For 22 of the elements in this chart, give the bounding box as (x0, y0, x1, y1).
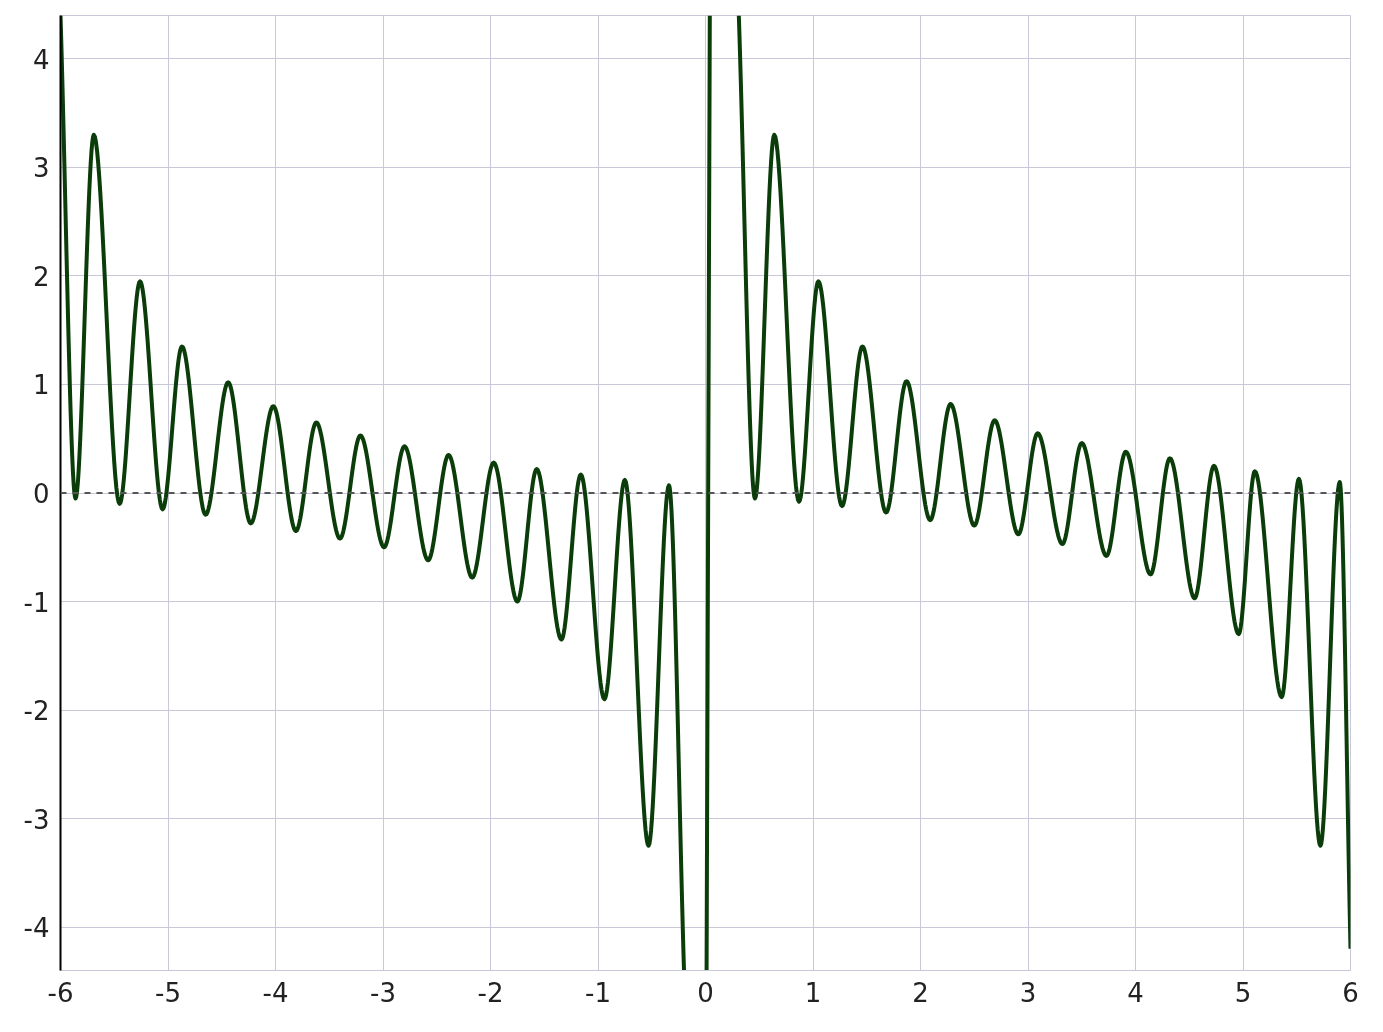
y-tick-label: -1 (23, 587, 50, 618)
x-tick-label: -3 (370, 977, 396, 1008)
x-tick-label: 6 (1342, 977, 1359, 1008)
x-tick-label: 2 (912, 977, 929, 1008)
y-tick-label: 4 (32, 44, 50, 75)
y-tick-label: 2 (32, 261, 50, 292)
x-tick-label: 0 (697, 977, 714, 1008)
x-tick-label: -1 (585, 977, 611, 1008)
x-tick-label: 3 (1019, 977, 1037, 1008)
x-tick-label: -5 (155, 977, 181, 1008)
x-tick-label: 4 (1127, 977, 1144, 1008)
y-tick-label: 3 (32, 153, 50, 184)
x-tick-label: 5 (1234, 977, 1252, 1008)
x-tick-label: -4 (262, 977, 289, 1008)
x-tick-label: -6 (47, 977, 74, 1008)
x-tick-label: 1 (804, 977, 822, 1008)
y-tick-label: -4 (23, 913, 50, 944)
y-tick-label: -3 (23, 804, 50, 835)
x-tick-label: -2 (477, 977, 504, 1008)
y-tick-label: -2 (23, 696, 50, 727)
y-tick-label: 0 (32, 479, 50, 509)
y-tick-label: 1 (32, 370, 50, 401)
